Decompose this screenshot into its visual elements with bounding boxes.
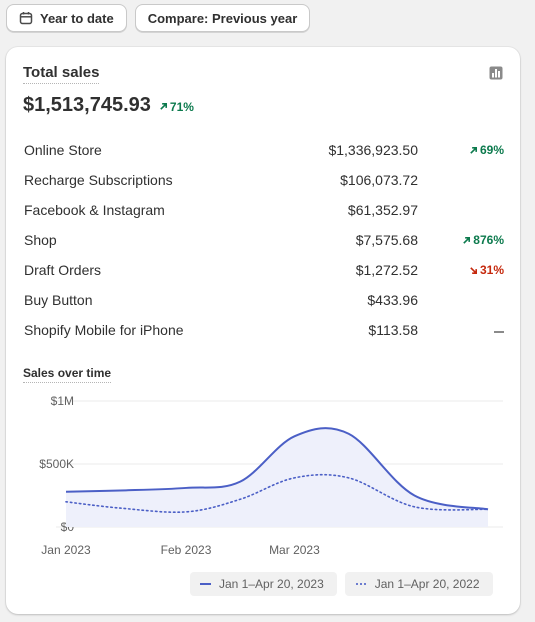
channel-value: $1,272.52 xyxy=(355,262,418,278)
channel-row[interactable]: Buy Button $433.96 xyxy=(24,287,504,317)
channel-name: Online Store xyxy=(24,142,102,158)
channel-name: Shop xyxy=(24,232,57,248)
calendar-icon xyxy=(19,11,33,25)
legend-label-previous: Jan 1–Apr 20, 2022 xyxy=(374,577,480,591)
total-sales: $1,513,745.93 71% xyxy=(23,94,194,117)
channel-row[interactable]: Facebook & Instagram $61,352.97 xyxy=(24,197,504,227)
no-change-dash-icon xyxy=(494,331,504,333)
series-line-current xyxy=(65,427,489,511)
toolbar: Year to date Compare: Previous year xyxy=(6,4,311,32)
channel-row[interactable]: Online Store $1,336,923.50 69% xyxy=(24,137,504,167)
arrow-down-right-icon xyxy=(470,266,477,274)
y-tick-label: $1M xyxy=(51,394,74,408)
total-change-value: 71% xyxy=(169,99,194,114)
channel-change-badge: 69% xyxy=(469,143,504,157)
channel-change-value: 876% xyxy=(473,233,504,247)
solid-line-swatch xyxy=(200,583,211,585)
total-sales-card: Total sales $1,513,745.93 71% Online Sto… xyxy=(6,47,520,614)
x-tick-label: Feb 2023 xyxy=(161,543,212,557)
channel-name: Recharge Subscriptions xyxy=(24,172,173,188)
legend-label-current: Jan 1–Apr 20, 2023 xyxy=(219,577,324,591)
legend-item-previous[interactable]: Jan 1–Apr 20, 2022 xyxy=(344,572,493,596)
dotted-line-swatch xyxy=(354,583,367,585)
channel-value: $7,575.68 xyxy=(355,232,418,248)
channel-change-badge: 876% xyxy=(462,233,504,247)
compare-label: Compare: Previous year xyxy=(147,10,298,26)
channel-value: $61,352.97 xyxy=(347,202,418,218)
legend-item-current[interactable]: Jan 1–Apr 20, 2023 xyxy=(190,572,337,596)
channel-value: $1,336,923.50 xyxy=(328,142,418,158)
x-tick-label: Jan 2023 xyxy=(41,543,91,557)
compare-button[interactable]: Compare: Previous year xyxy=(134,4,311,32)
total-change-badge: 71% xyxy=(159,100,194,114)
channel-value: $106,073.72 xyxy=(340,172,418,188)
channel-breakdown-list: Online Store $1,336,923.50 69% Recharge Sub… xyxy=(24,137,504,347)
y-tick-label: $500K xyxy=(39,457,74,471)
channel-change-value: 31% xyxy=(479,263,504,277)
date-range-label: Year to date xyxy=(40,10,114,26)
channel-name: Facebook & Instagram xyxy=(24,202,165,218)
arrow-up-right-icon xyxy=(160,102,167,110)
total-sales-value: $1,513,745.93 xyxy=(23,94,151,116)
channel-value: $433.96 xyxy=(367,292,418,308)
channel-name: Buy Button xyxy=(24,292,93,308)
sales-over-time-title[interactable]: Sales over time xyxy=(23,366,112,383)
bar-chart-icon[interactable] xyxy=(489,66,503,85)
date-range-button[interactable]: Year to date xyxy=(6,4,127,32)
channel-row[interactable]: Shop $7,575.68 876% xyxy=(24,227,504,257)
x-tick-label: Mar 2023 xyxy=(269,543,320,557)
channel-value: $113.58 xyxy=(368,322,418,338)
arrow-up-right-icon xyxy=(463,236,471,244)
channel-row[interactable]: Shopify Mobile for iPhone $113.58 xyxy=(24,317,504,347)
channel-name: Shopify Mobile for iPhone xyxy=(24,322,184,338)
arrow-up-right-icon xyxy=(470,146,477,154)
series-line-previous xyxy=(65,473,489,513)
series-area-current xyxy=(66,428,488,527)
channel-row[interactable]: Draft Orders $1,272.52 31% xyxy=(24,257,504,287)
channel-change-badge: 31% xyxy=(469,263,504,277)
chart-legend: Jan 1–Apr 20, 2023 Jan 1–Apr 20, 2022 xyxy=(190,572,493,596)
card-title[interactable]: Total sales xyxy=(23,64,100,84)
channel-name: Draft Orders xyxy=(24,262,102,278)
channel-change-value: 69% xyxy=(479,143,504,157)
channel-row[interactable]: Recharge Subscriptions $106,073.72 xyxy=(24,167,504,197)
